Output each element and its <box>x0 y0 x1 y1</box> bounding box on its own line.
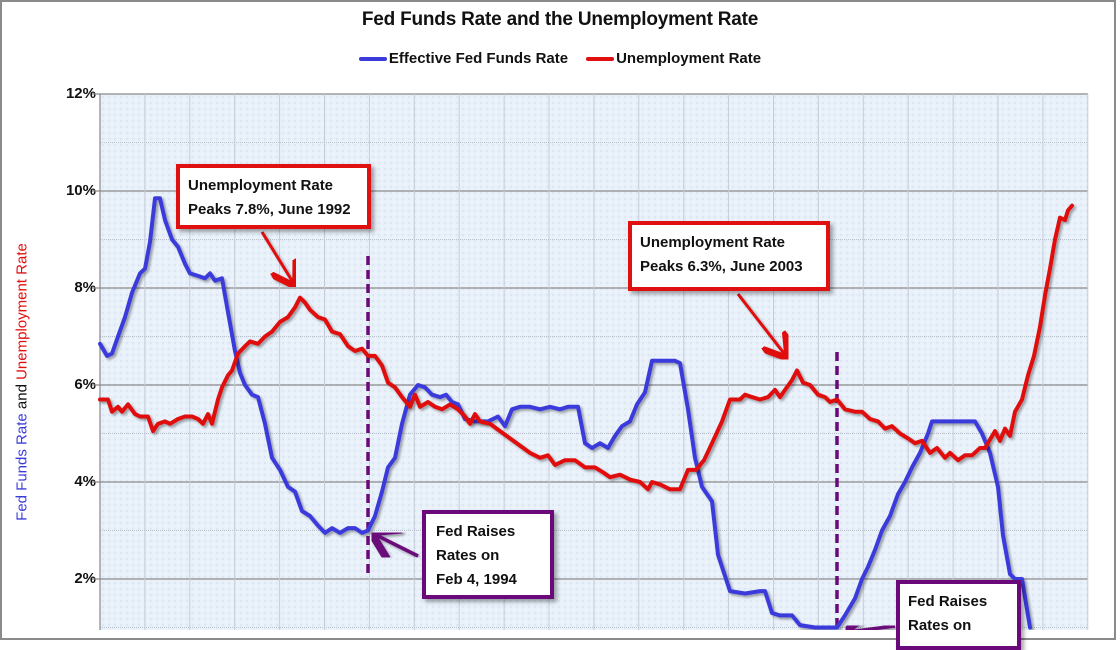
annotation-line: Rates on <box>908 617 972 634</box>
annotation-line: Unemployment Rate <box>188 177 334 194</box>
annotation-unemp-peak-2003: Unemployment Rate Peaks 6.3%, June 2003 <box>628 221 830 291</box>
annotation-unemp-peak-1992: Unemployment Rate Peaks 7.8%, June 1992 <box>176 164 371 229</box>
chart-title: Fed Funds Rate and the Unemployment Rate <box>361 9 759 30</box>
arrow-fed-2004 <box>848 626 896 630</box>
legend-item-unemployment: Unemployment Rate <box>586 50 761 67</box>
annotation-line: Fed Raises <box>436 523 516 540</box>
arrow-fed-1994 <box>374 534 419 556</box>
series-line <box>98 203 1074 492</box>
annotation-line: Peaks 6.3%, June 2003 <box>640 258 803 275</box>
y-tick: 2% <box>74 570 96 587</box>
annotation-line: Fed Raises <box>908 593 988 610</box>
y-tick: 12% <box>65 85 96 102</box>
annotation-line: Feb 4, 1994 <box>436 571 517 588</box>
plot-area <box>92 93 1089 630</box>
y-tick: 4% <box>74 473 96 490</box>
legend-label: Unemployment Rate <box>616 50 762 67</box>
annotation-fed-raise-2004: Fed Raises Rates on <box>896 580 1021 650</box>
y-tick: 10% <box>65 182 96 199</box>
legend-swatch-blue <box>358 56 387 61</box>
arrow-unemp-2003 <box>736 293 786 356</box>
series-line <box>98 196 1032 630</box>
legend-swatch-red <box>586 56 615 61</box>
legend: Effective Fed Funds Rate Unemployment Ra… <box>0 50 1120 67</box>
annotation-line: Rates on <box>436 547 500 564</box>
y-tick: 8% <box>74 279 96 296</box>
y-tick: 6% <box>74 376 96 393</box>
annotation-fed-raise-1994: Fed Raises Rates on Feb 4, 1994 <box>422 510 554 599</box>
legend-item-fed-funds: Effective Fed Funds Rate <box>358 50 569 67</box>
series-lines <box>98 196 1074 630</box>
annotation-line: Unemployment Rate <box>640 234 786 251</box>
arrow-unemp-1992 <box>260 231 294 284</box>
annotation-line: Peaks 7.8%, June 1992 <box>188 201 351 218</box>
legend-label: Effective Fed Funds Rate <box>388 50 569 67</box>
